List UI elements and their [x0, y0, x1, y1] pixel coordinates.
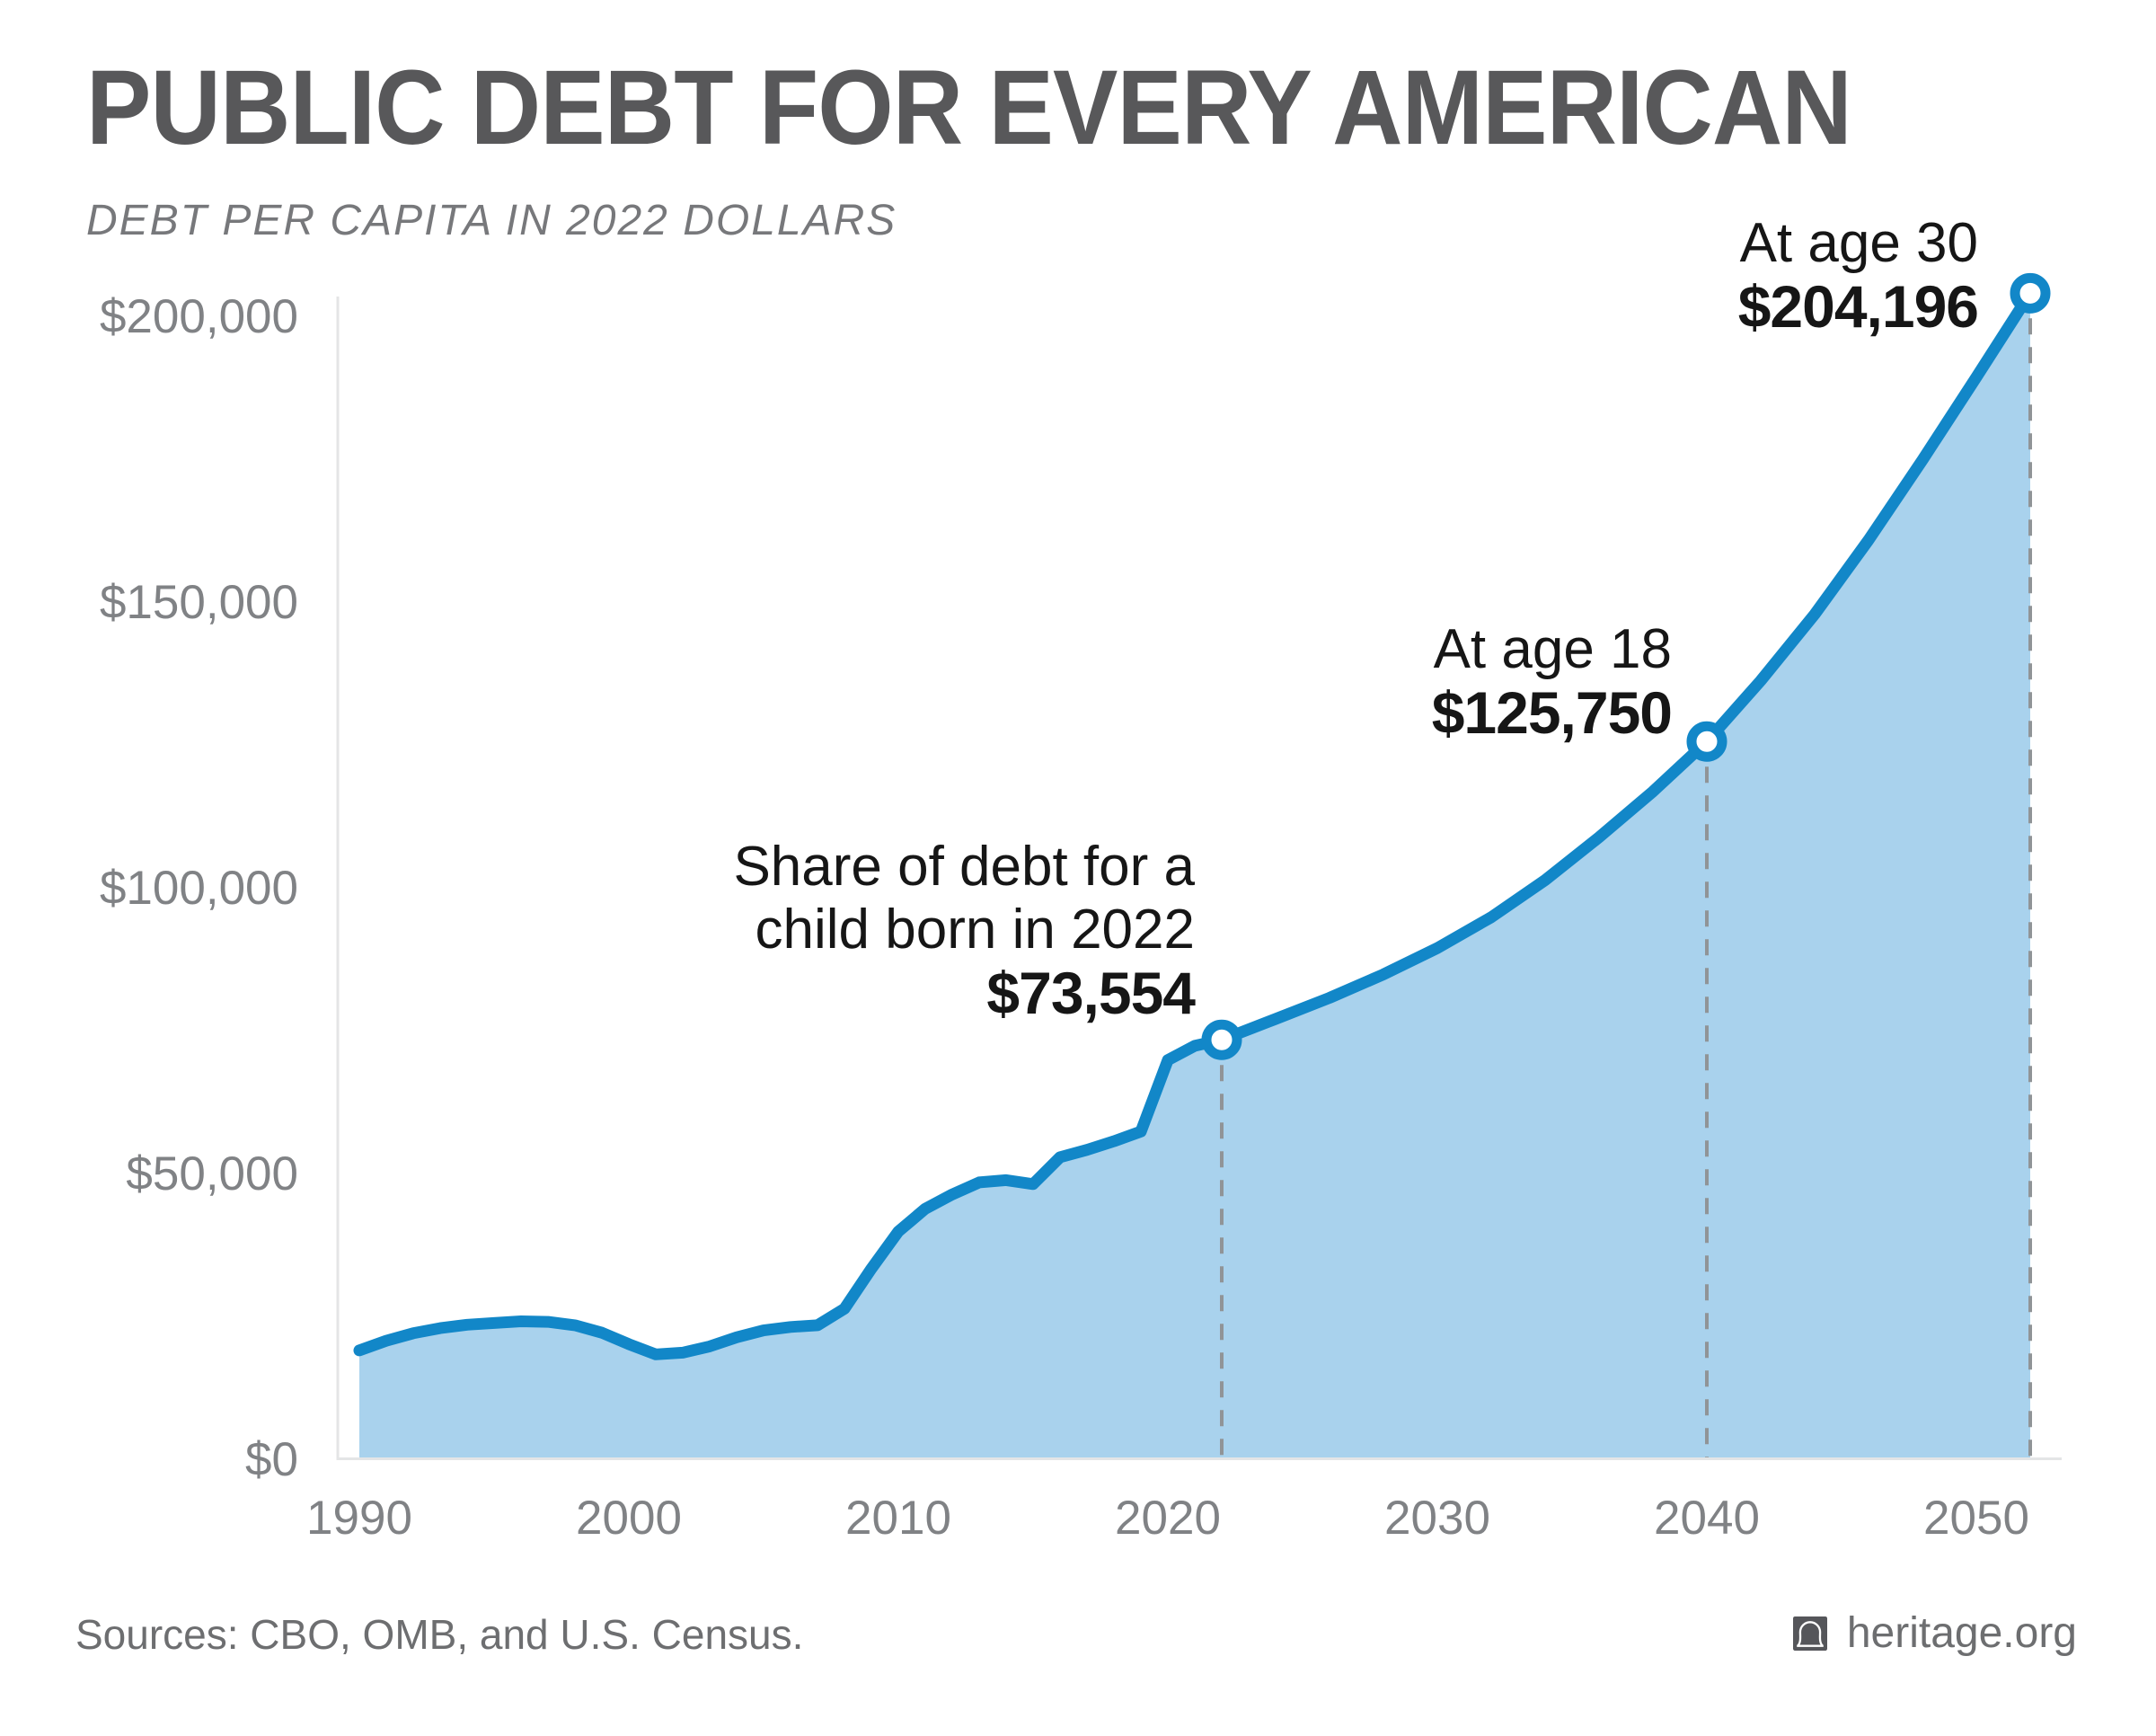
y-tick-label: $100,000: [99, 862, 298, 915]
sources-note: Sources: CBO, OMB, and U.S. Census.: [75, 1611, 804, 1658]
annotation-label-line: At age 30: [1739, 212, 1978, 274]
x-tick-label: 2000: [576, 1492, 682, 1545]
data-point-marker-2022: [1201, 1019, 1242, 1060]
annotation-value: $125,750: [1431, 679, 1673, 746]
y-tick-label: $200,000: [99, 290, 298, 343]
data-point-marker-2052: [2010, 272, 2051, 314]
x-tick-label: 2010: [845, 1492, 951, 1545]
y-tick-label: $50,000: [126, 1147, 298, 1200]
annotation-label-line: Share of debt for a: [733, 836, 1195, 898]
x-tick-label: 2020: [1115, 1492, 1221, 1545]
y-tick-label: $150,000: [99, 576, 298, 629]
annotation-value: $204,196: [1737, 273, 1979, 340]
axis-lines: [336, 297, 2062, 1460]
heritage-brand: heritage.org: [1792, 1608, 2077, 1658]
annotation-label-line: child born in 2022: [755, 899, 1195, 961]
page-title: PUBLIC DEBT FOR EVERY AMERICAN: [86, 49, 1852, 167]
x-tick-label: 1990: [306, 1492, 412, 1545]
y-tick-label: $0: [245, 1433, 298, 1486]
annotation-child-born-2022: Share of debt for a child born in 2022 $…: [733, 836, 1196, 1026]
annotation-label-line: At age 18: [1433, 618, 1672, 680]
brand-url: heritage.org: [1846, 1609, 2077, 1657]
page-subtitle: DEBT PER CAPITA IN 2022 DOLLARS: [86, 197, 897, 244]
debt-area-fill: [359, 293, 2030, 1457]
data-point-marker-2040: [1686, 721, 1727, 762]
x-tick-label: 2040: [1654, 1492, 1760, 1545]
annotation-value: $73,554: [986, 960, 1196, 1026]
data-point-markers: [1201, 272, 2051, 1060]
x-tick-label: 2050: [1923, 1492, 2029, 1545]
x-tick-label: 2030: [1384, 1492, 1490, 1545]
annotation-at-age-30: At age 30 $204,196: [1737, 212, 1979, 340]
debt-line: [353, 287, 2037, 1360]
marker-dashed-lines: [1220, 318, 2032, 1457]
liberty-bell-icon: [1792, 1616, 1827, 1651]
annotation-at-age-18: At age 18 $125,750: [1431, 618, 1673, 746]
